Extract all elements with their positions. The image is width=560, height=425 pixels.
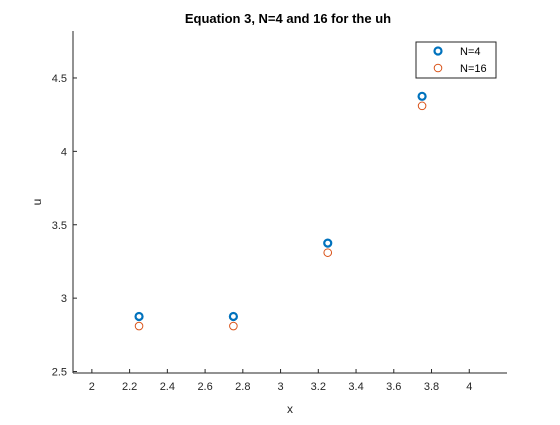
y-tick-label: 4.5 — [52, 73, 67, 85]
data-point-n16 — [417, 101, 427, 111]
data-point-n4 — [323, 238, 333, 248]
legend-box — [415, 41, 497, 79]
data-point-n4 — [134, 311, 144, 322]
legend-label-n4: N=4 — [460, 46, 481, 58]
data-point-n4 — [417, 91, 427, 101]
legend-marker-n16 — [433, 63, 443, 73]
x-tick-label: 2.6 — [197, 381, 212, 393]
data-point-n16 — [323, 248, 333, 257]
x-tick-label: 2.8 — [235, 381, 250, 393]
x-axis-label: x — [287, 402, 293, 416]
series-n16 — [134, 101, 427, 331]
x-tick-label: 3.8 — [424, 381, 439, 393]
y-tick-label: 2.5 — [52, 367, 67, 379]
x-tick-label: 2 — [89, 381, 95, 393]
series-layer — [134, 91, 427, 331]
x-tick-label: 2.2 — [122, 381, 137, 393]
chart-title: Equation 3, N=4 and 16 for the uh — [185, 11, 391, 26]
data-point-n4 — [228, 311, 238, 322]
y-tick-label: 4 — [61, 146, 67, 158]
x-tick-label: 2.4 — [160, 381, 175, 393]
data-point-n16 — [134, 321, 144, 331]
x-tick-label: 3.2 — [311, 381, 326, 393]
x-tick-label: 4 — [466, 381, 472, 393]
x-tick-label: 3.4 — [348, 381, 363, 393]
y-axis-label: u — [30, 199, 44, 206]
series-n4 — [134, 91, 427, 322]
legend-marker-n4 — [433, 46, 443, 56]
plot-area — [73, 31, 507, 373]
data-point-n16 — [229, 321, 238, 331]
x-axis-ticks: 2 2.2 2.4 2.6 2.8 3 3.2 3.4 3.6 3.8 4 — [89, 369, 472, 393]
legend-label-n16: N=16 — [460, 63, 487, 75]
x-tick-label: 3.6 — [386, 381, 401, 393]
x-tick-label: 3 — [278, 381, 284, 393]
y-tick-label: 3 — [61, 293, 67, 305]
y-tick-label: 3.5 — [52, 220, 67, 232]
legend: N=4 N=16 — [415, 41, 497, 79]
y-axis-ticks: 2.5 3 3.5 4 4.5 — [52, 73, 77, 379]
